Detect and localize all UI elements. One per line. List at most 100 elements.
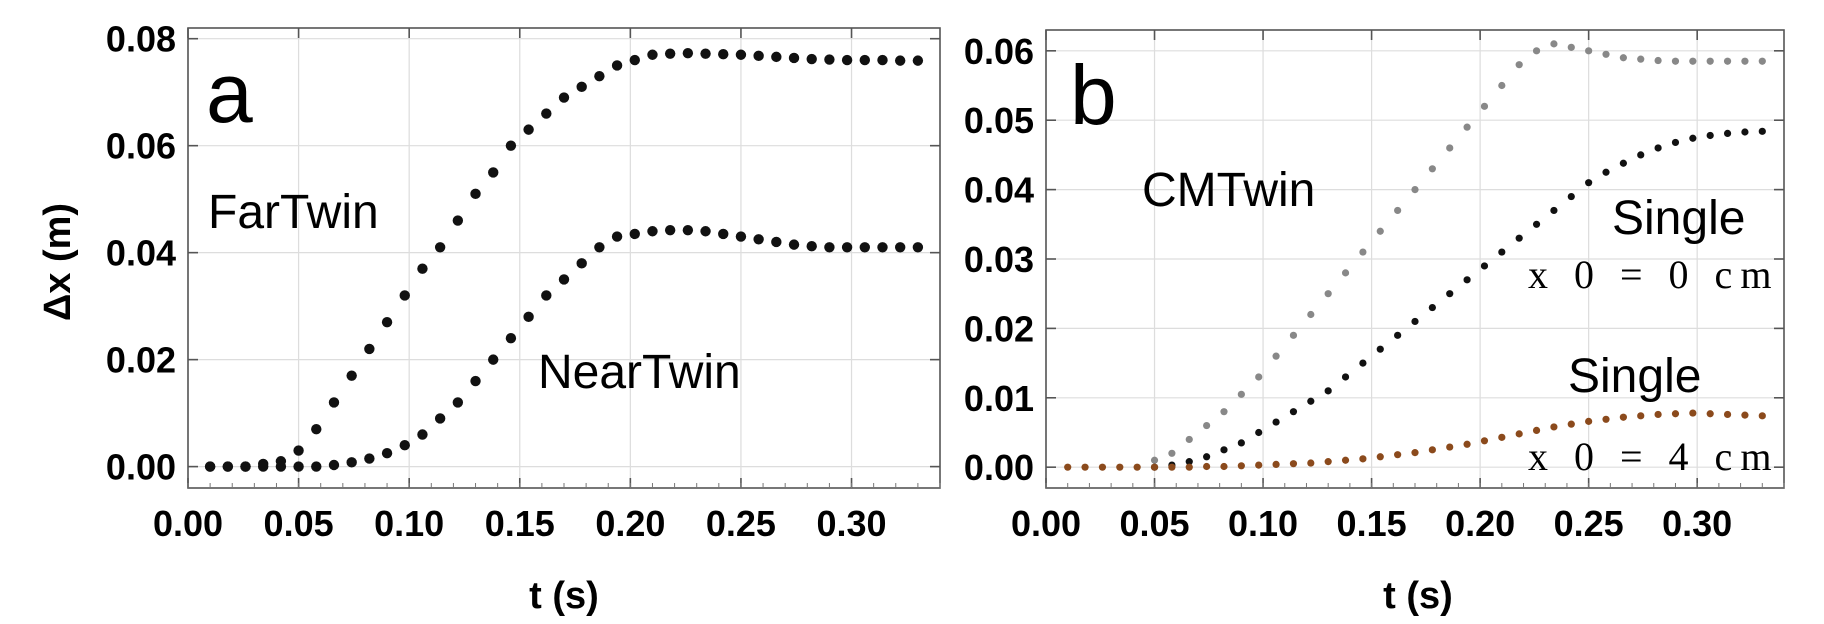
panel-b-letter: b xyxy=(1070,48,1117,142)
panel-b: 0.00 0.05 0.10 0.15 0.20 0.25 0.30 0.00 0.01 0.02… xyxy=(964,29,1785,617)
panel-b-series-0-point xyxy=(1185,435,1193,444)
panel-a-ylabel: Δx (m) xyxy=(37,203,79,321)
panel-b-series-1-point xyxy=(1324,387,1332,395)
panel-a-series-0-point xyxy=(771,51,782,63)
panel-a-series-1-point xyxy=(523,311,534,323)
panel-b-series-2-point xyxy=(1168,463,1176,471)
panel-b-series-0-point xyxy=(1203,421,1211,430)
panel-b-series-1-point xyxy=(1619,159,1627,167)
annotation-cmtwin: CMTwin xyxy=(1142,164,1315,217)
panel-b-series-0-point xyxy=(1411,186,1419,194)
panel-b-series-1-point xyxy=(1515,234,1523,242)
panel-a-series-1-point xyxy=(505,333,517,344)
annotation-fartwin: FarTwin xyxy=(208,186,379,239)
panel-b-xtick-label-5: 0.25 xyxy=(1554,503,1624,544)
panel-a-series-0-point xyxy=(647,49,658,60)
panel-b-series-1-point xyxy=(1567,192,1575,201)
panel-b-series-0-point xyxy=(1307,310,1315,319)
panel-a-series-1-point xyxy=(470,375,481,387)
panel-a-series-1-point xyxy=(771,236,782,248)
panel-b-xtick-label-3: 0.15 xyxy=(1337,503,1407,544)
panel-a-series-0-point xyxy=(700,48,711,59)
panel-b-ytick-label-4: 0.04 xyxy=(964,170,1034,211)
panel-b-series-1-point xyxy=(1463,276,1471,284)
panel-a-series-0-point xyxy=(346,370,357,381)
panel-b-xtick-label-0: 0.00 xyxy=(1011,503,1081,544)
panel-a-series-1-point xyxy=(611,231,623,242)
panel-a-series-1-point xyxy=(346,457,357,468)
panel-b-series-0-point xyxy=(1619,54,1627,62)
panel-a-series-1-point xyxy=(788,239,800,250)
panel-a-series-1-point xyxy=(576,258,587,269)
panel-a-series-0-point xyxy=(664,48,676,59)
panel-b-series-1-point xyxy=(1203,453,1211,461)
panel-b-series-1-point xyxy=(1723,129,1732,137)
panel-b-series-2-point xyxy=(1324,458,1332,466)
panel-b-series-1-point xyxy=(1446,290,1454,298)
panel-a-xtick-label-3: 0.15 xyxy=(485,503,555,544)
panel-b-ytick-label-2: 0.02 xyxy=(964,308,1034,349)
panel-b-series-0-point xyxy=(1272,352,1280,360)
panel-b-series-0-point xyxy=(1741,57,1749,65)
annotation-single-x0-0: Single xyxy=(1612,192,1745,245)
panel-b-series-0-point xyxy=(1515,61,1523,69)
panel-b-series-1-point xyxy=(1237,439,1245,447)
panel-a-series-1-point xyxy=(700,226,711,237)
panel-a-ticks: 0.00 0.05 0.10 0.15 0.20 0.25 0.30 0.00 0.02 0.04… xyxy=(106,19,941,544)
panel-a-series-1-point xyxy=(877,242,888,253)
panel-b-series-2-point xyxy=(1550,423,1558,431)
panel-b-series-2-point xyxy=(1376,453,1384,461)
panel-b-series-1-point xyxy=(1689,134,1697,142)
panel-b-series-0-point xyxy=(1324,290,1332,298)
panel-b-xlabel: t (s) xyxy=(1383,575,1453,617)
panel-a-series-1-point xyxy=(682,224,694,236)
panel-a-series-0-point xyxy=(753,50,764,62)
panel-a-series-1-point xyxy=(222,461,234,472)
panel-a-series-1-point xyxy=(311,461,322,472)
panel-b-ytick-label-0: 0.00 xyxy=(964,447,1034,488)
panel-a-series-1-point xyxy=(541,290,552,301)
panel-b-series-1-point xyxy=(1359,359,1367,367)
annotation-single-x0-4: Single xyxy=(1568,350,1701,403)
panel-a-series-1-point xyxy=(824,242,835,253)
annotation-neartwin: NearTwin xyxy=(538,346,741,399)
panel-a-xtick-label-0: 0.00 xyxy=(153,503,223,544)
panel-b-series-0-point xyxy=(1637,55,1645,63)
panel-b-series-2-point xyxy=(1741,411,1749,419)
panel-a-series-0-point xyxy=(505,140,517,151)
panel-b-series-2-point xyxy=(1289,460,1298,468)
panel-b-xtick-label-1: 0.05 xyxy=(1119,503,1189,544)
panel-a-series-0-point xyxy=(682,47,694,59)
panel-b-series-2-point xyxy=(1567,420,1575,428)
panel-b-series-2-point xyxy=(1220,462,1228,471)
panel-a-series-1-point xyxy=(275,461,287,472)
panel-b-series-1-point xyxy=(1376,345,1384,353)
panel-a-series-1-point xyxy=(488,354,499,365)
panel-b-series-2-point xyxy=(1185,463,1193,471)
panel-b-series-0-point xyxy=(1532,47,1541,55)
panel-a-series-1-point xyxy=(664,224,676,236)
panel-a-xtick-label-5: 0.25 xyxy=(706,503,776,544)
panel-b-series-2-point xyxy=(1619,413,1627,421)
panel-a-series-0-point xyxy=(452,215,464,226)
panel-b-series-1-point xyxy=(1255,428,1263,437)
panel-b-xtick-label-6: 0.30 xyxy=(1662,503,1732,544)
panel-a-series-1-point xyxy=(912,242,924,253)
panel-a-series-1-point xyxy=(841,242,853,253)
panel-b-series-1-point xyxy=(1411,317,1419,326)
panel-b-series-0-point xyxy=(1706,57,1714,65)
panel-a-series-0-point xyxy=(417,263,428,274)
panel-b-series-0-point xyxy=(1463,123,1471,131)
panel-b-series-2-point xyxy=(1203,462,1211,471)
panel-b-series-0-point xyxy=(1480,102,1489,110)
panel-a-series-1-point xyxy=(417,429,428,440)
panel-a-letter: a xyxy=(206,46,253,140)
panel-a-series-1-point xyxy=(328,459,340,471)
panel-a-series-1-point xyxy=(629,228,640,240)
panel-a-series-1-point xyxy=(381,448,393,459)
panel-b-series-0-point xyxy=(1671,57,1680,65)
panel-b-series-2-point xyxy=(1515,430,1523,438)
panel-b-series-2-point xyxy=(1098,463,1107,471)
panel-b-series-0-point xyxy=(1654,56,1662,65)
